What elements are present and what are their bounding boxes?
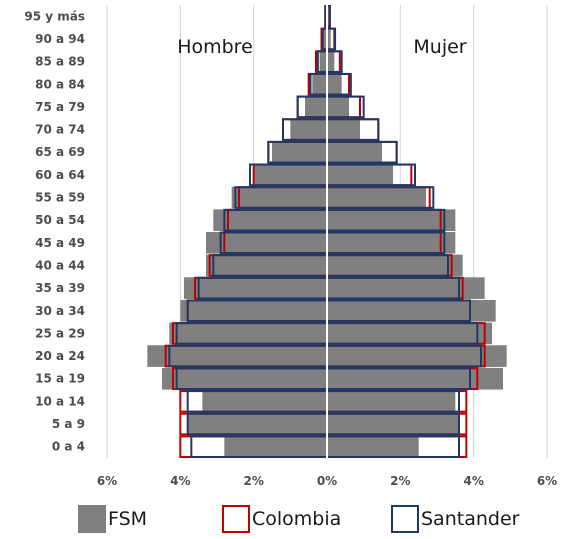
bar-fsm-female <box>327 186 426 209</box>
bar-fsm-male <box>180 299 327 322</box>
bar-fsm-female <box>327 435 419 458</box>
side-label-hombre: Hombre <box>177 36 253 58</box>
x-tick-label: 6% <box>537 474 557 488</box>
age-group-labels: 0 a 4 5 a 9 10 a 14 15 a 19 20 a 24 25 a 29 30… <box>24 9 85 453</box>
bar-fsm-female <box>327 345 507 367</box>
age-group-label: 45 a 49 <box>35 236 85 250</box>
bar-fsm-male <box>319 50 327 73</box>
bar-fsm-female <box>327 50 335 73</box>
bar-fsm-female <box>327 164 393 186</box>
x-tick-label: 2% <box>243 474 263 488</box>
bar-fsm-male <box>312 73 327 96</box>
bar-fsm-female <box>327 28 331 50</box>
bar-fsm-male <box>206 254 327 277</box>
x-tick-label: 0% <box>317 474 337 488</box>
age-group-label: 65 a 69 <box>35 145 85 159</box>
age-group-label: 55 a 59 <box>35 191 85 205</box>
bar-fsm-male <box>184 277 327 299</box>
bar-fsm-male <box>290 118 327 141</box>
x-tick-label: 2% <box>390 474 410 488</box>
bar-fsm-female <box>327 118 360 141</box>
age-group-label: 5 a 9 <box>52 417 85 431</box>
population-pyramid-chart: 0 a 4 5 a 9 10 a 14 15 a 19 20 a 24 25 a 29 30… <box>24 5 557 488</box>
legend-item-santander: Santander <box>391 505 519 533</box>
x-tick-label: 4% <box>170 474 190 488</box>
legend: FSM Colombia Santander <box>0 505 562 539</box>
bar-fsm-male <box>202 390 327 413</box>
age-group-label: 95 y más <box>24 9 85 23</box>
bar-fsm-female <box>327 209 456 231</box>
age-group-label: 25 a 29 <box>35 326 85 340</box>
age-group-label: 35 a 39 <box>35 281 85 295</box>
legend-swatch-colombia <box>222 505 250 533</box>
bar-fsm-male <box>169 322 327 345</box>
bar-fsm-female <box>327 367 503 390</box>
bar-fsm-male <box>253 164 327 186</box>
x-tick-labels: 6% 4% 2% 0% 2% 4% 6% <box>97 474 557 488</box>
bar-fsm-female <box>327 299 496 322</box>
legend-swatch-fsm <box>78 505 106 533</box>
bar-fsm-female <box>327 73 342 96</box>
fsm-bars <box>147 5 507 458</box>
legend-swatch-santander <box>391 505 419 533</box>
age-group-label: 15 a 19 <box>35 372 85 386</box>
bar-fsm-male <box>213 209 327 231</box>
bar-fsm-female <box>327 96 349 118</box>
bar-fsm-female <box>327 390 456 413</box>
age-group-label: 40 a 44 <box>35 258 85 272</box>
legend-label-fsm: FSM <box>108 508 148 530</box>
age-group-label: 20 a 24 <box>35 349 85 363</box>
age-group-label: 85 a 89 <box>35 55 85 69</box>
bar-fsm-female <box>327 232 456 254</box>
age-group-label: 80 a 84 <box>35 77 85 91</box>
age-group-label: 90 a 94 <box>35 32 85 46</box>
x-tick-label: 6% <box>97 474 117 488</box>
age-group-label: 75 a 79 <box>35 100 85 114</box>
bar-fsm-male <box>231 186 327 209</box>
age-group-label: 30 a 34 <box>35 304 85 318</box>
bar-fsm-female <box>327 413 459 435</box>
age-group-label: 70 a 74 <box>35 123 85 137</box>
legend-label-santander: Santander <box>421 508 520 530</box>
age-group-label: 10 a 14 <box>35 394 85 408</box>
age-group-label: 0 a 4 <box>52 440 85 454</box>
bar-fsm-male <box>206 232 327 254</box>
bar-fsm-female <box>327 322 492 345</box>
bar-fsm-male <box>147 345 327 367</box>
legend-label-colombia: Colombia <box>252 508 342 530</box>
bar-fsm-male <box>305 96 327 118</box>
x-tick-label: 4% <box>463 474 483 488</box>
bar-fsm-male <box>187 413 327 435</box>
legend-item-fsm: FSM <box>78 505 147 533</box>
bar-fsm-female <box>327 254 463 277</box>
age-group-label: 50 a 54 <box>35 213 85 227</box>
side-label-mujer: Mujer <box>413 36 466 58</box>
age-group-label: 60 a 64 <box>35 168 85 182</box>
legend-item-colombia: Colombia <box>222 505 341 533</box>
bar-fsm-male <box>272 141 327 164</box>
bar-fsm-female <box>327 141 382 164</box>
bar-fsm-male <box>162 367 327 390</box>
bar-fsm-male <box>323 28 327 50</box>
outline-bars <box>164 5 486 459</box>
bar-fsm-female <box>327 277 485 299</box>
bar-fsm-male <box>224 435 327 458</box>
